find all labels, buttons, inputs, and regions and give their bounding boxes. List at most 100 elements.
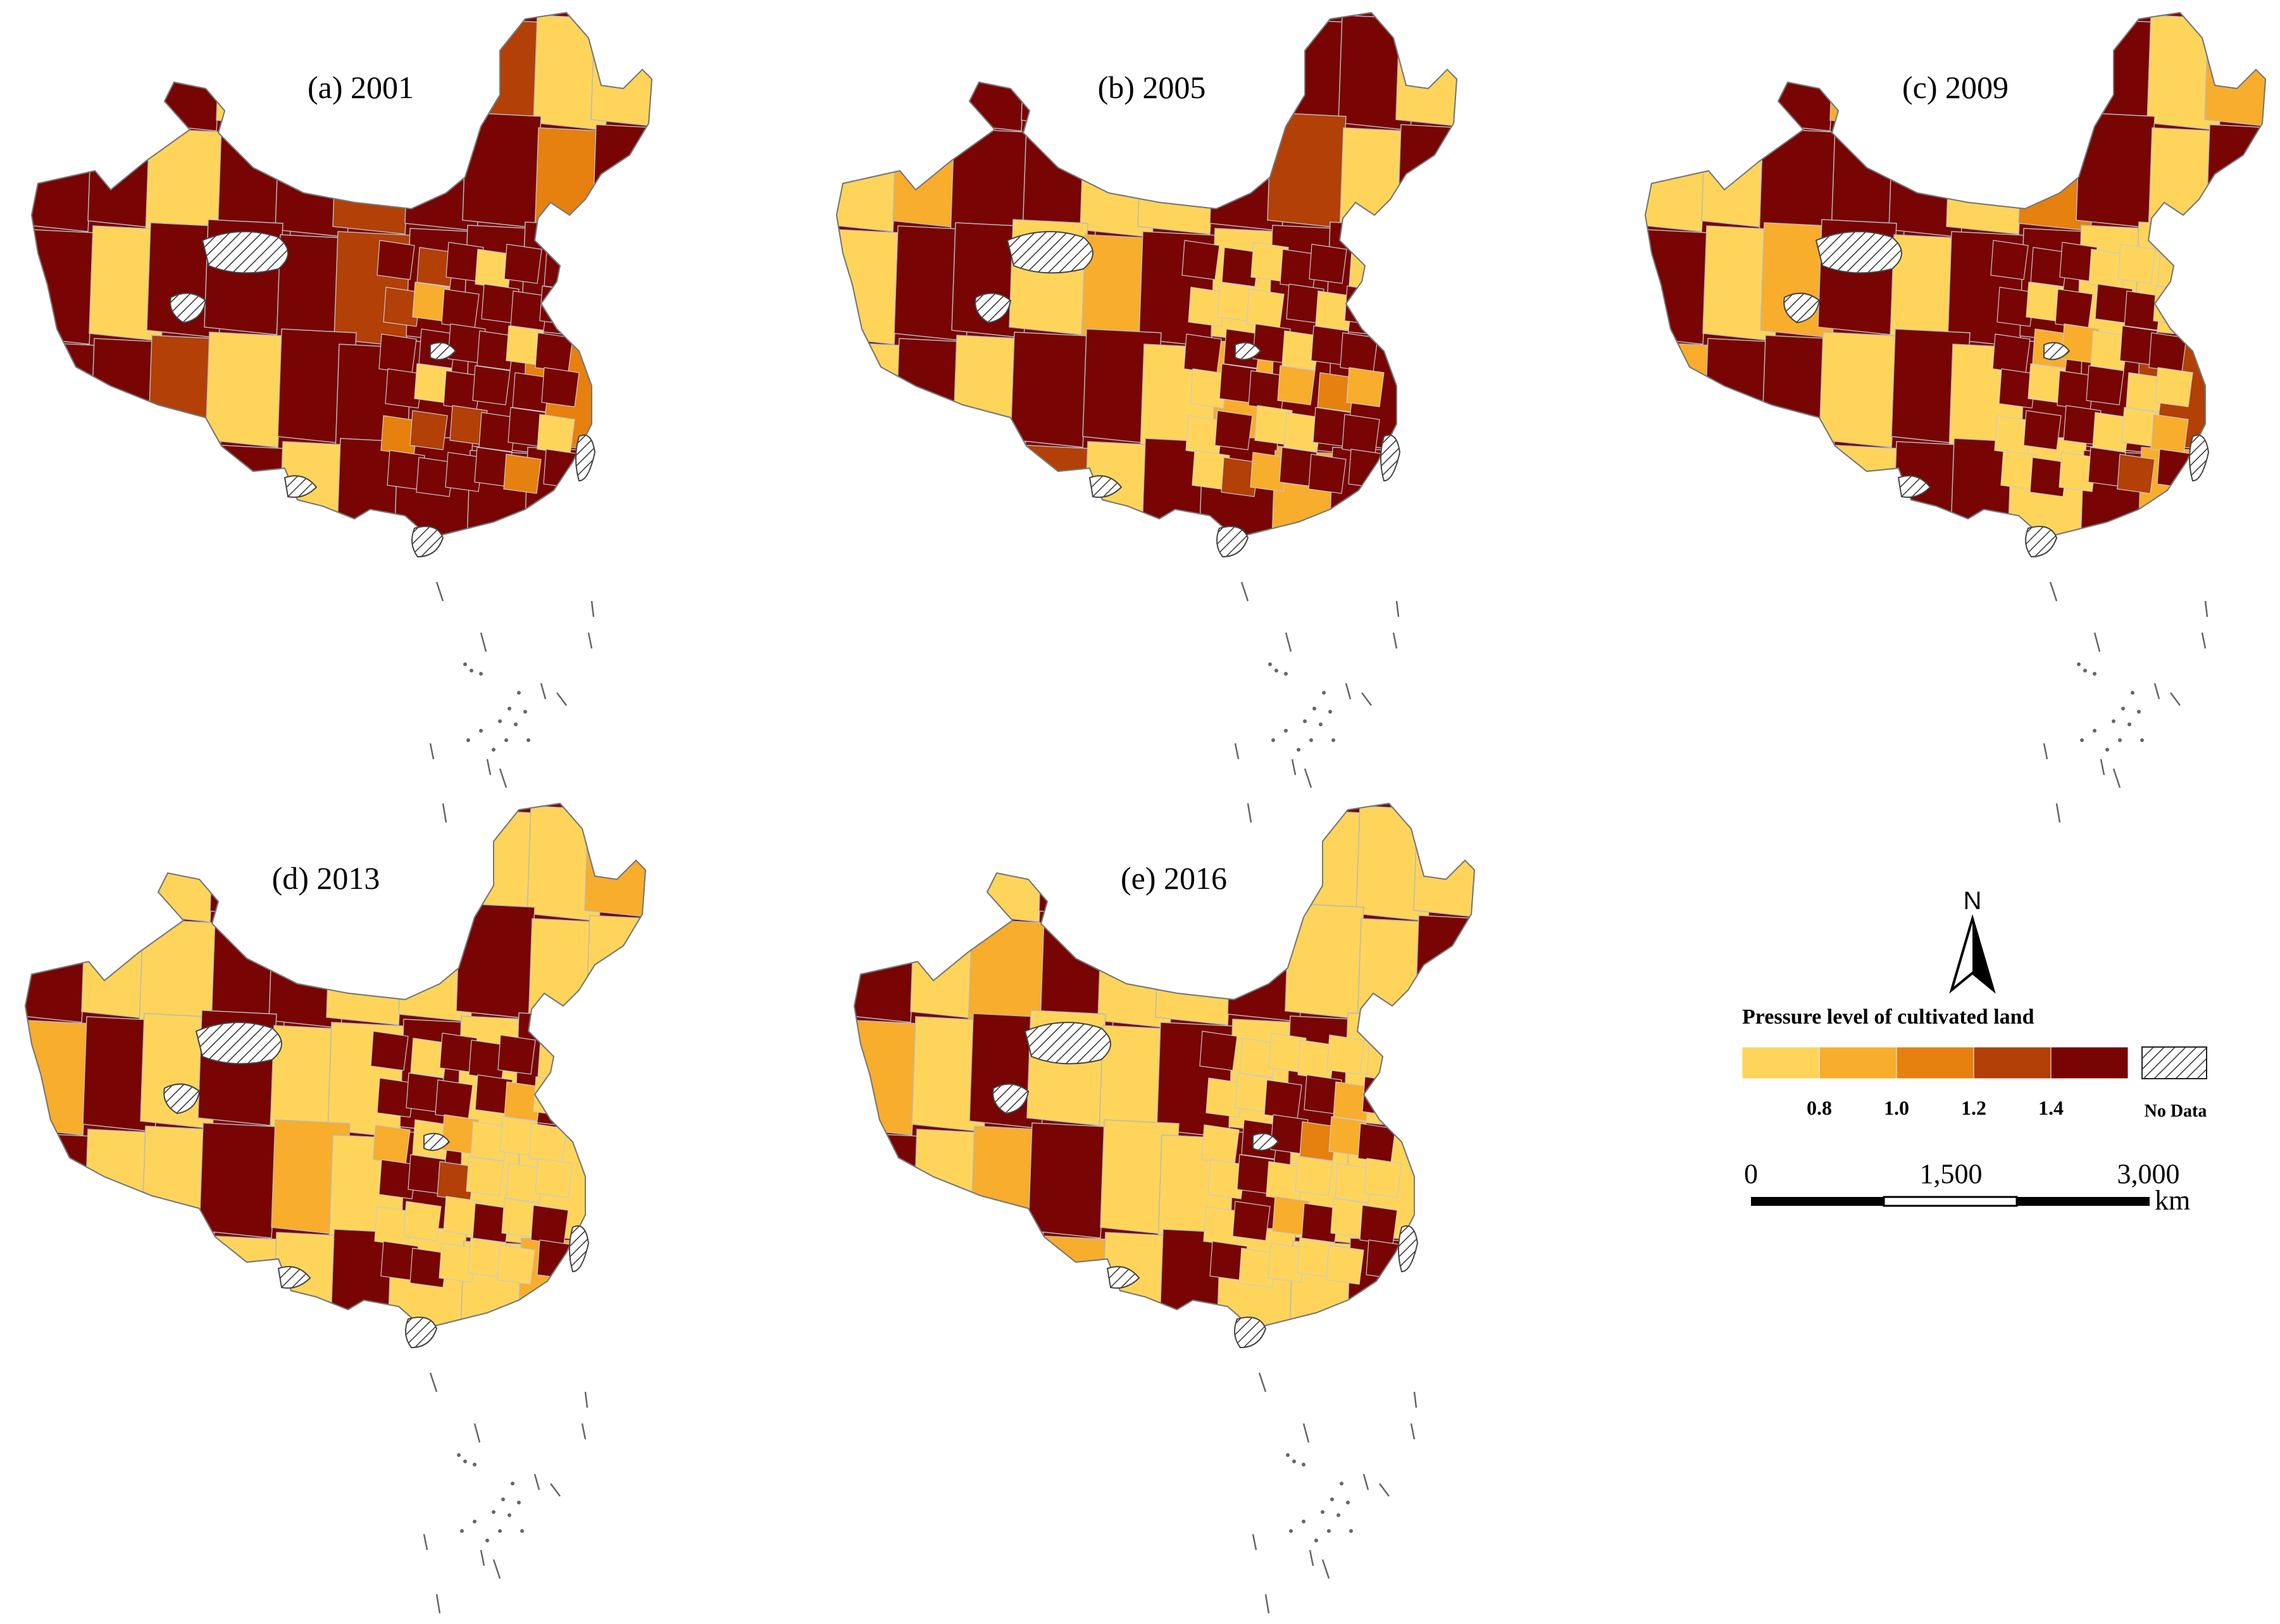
region-cell	[1038, 803, 1118, 919]
no-data-area	[569, 1225, 590, 1273]
island-dot	[463, 1460, 467, 1463]
region-cell	[533, 1076, 571, 1117]
region-cell	[594, 331, 652, 447]
region-cell	[1285, 903, 1364, 1019]
region-cell	[510, 290, 549, 331]
map-panels: (a) 2001 (b) 2005 (c) 2009 (d) 2013 (e) 2016	[24, 11, 2267, 1614]
legend: N Pressure level of cultivated land 0.8 1…	[1741, 887, 2207, 1216]
region-cell	[1309, 244, 1347, 284]
region-cell	[1239, 1038, 1278, 1078]
region-cell	[2117, 244, 2156, 284]
region-cell	[1232, 1201, 1271, 1241]
island-dash	[1309, 1549, 1314, 1566]
region-cell	[462, 112, 542, 228]
region-cell	[86, 18, 166, 135]
region-cell	[1181, 240, 1220, 280]
region-cell	[1317, 372, 1355, 412]
region-cell	[1645, 13, 1707, 120]
island-dash	[429, 743, 435, 760]
country-border	[24, 802, 647, 1330]
region-cell	[1418, 1234, 1474, 1329]
no-data-area	[163, 1083, 201, 1115]
region-cell	[2209, 443, 2265, 538]
region-cell	[837, 13, 899, 120]
island-dot	[1284, 729, 1288, 733]
region-cell	[435, 1079, 473, 1120]
scale-unit: km	[2155, 1185, 2190, 1216]
region-cell	[1399, 331, 1457, 447]
legend-swatch-4	[2050, 1046, 2129, 1079]
no-data-swatch	[2141, 1046, 2207, 1079]
island-dot	[1303, 719, 1307, 723]
island-dash	[2055, 803, 2061, 823]
island-dot	[2127, 722, 2131, 726]
island-dot	[1286, 1453, 1290, 1457]
island-dot	[508, 707, 511, 710]
region-cell	[537, 1041, 576, 1082]
island-dash	[2100, 759, 2105, 776]
region-cell	[1295, 1156, 1333, 1196]
region-cell	[1400, 443, 1457, 538]
region-cell	[403, 21, 483, 137]
region-cell	[1238, 1248, 1277, 1288]
region-cell	[1268, 1243, 1306, 1283]
island-dot	[2131, 691, 2134, 695]
region-cell	[587, 1009, 645, 1125]
region-cell	[2076, 112, 2155, 228]
region-cell	[2029, 457, 2068, 497]
region-cell	[2153, 285, 2191, 326]
island-dot	[492, 748, 495, 752]
region-cell	[539, 285, 578, 326]
island-dot	[1268, 662, 1272, 666]
island-dash	[2112, 768, 2121, 788]
region-cell	[506, 1163, 544, 1203]
region-cell	[1308, 454, 1347, 494]
region-cell	[326, 909, 406, 1026]
legend-swatch-2	[1896, 1046, 1974, 1079]
region-cell	[478, 412, 517, 452]
map-panel-2009: (c) 2009	[1644, 11, 2267, 823]
region-cell	[1283, 412, 1322, 452]
region-cell	[590, 13, 652, 128]
island-dash	[590, 600, 595, 617]
island-dash	[1395, 600, 1400, 617]
no-data-area	[1783, 292, 1821, 324]
no-data-area	[1024, 1022, 1111, 1065]
map-title-2016: (e) 2016	[1121, 860, 1227, 896]
region-cell	[273, 13, 353, 125]
region-cell	[1335, 1163, 1373, 1203]
region-cell	[2017, 21, 2096, 137]
region-cell	[409, 1248, 448, 1288]
region-cell	[377, 1077, 415, 1118]
scale-tick-1500: 1,500	[1920, 1158, 1983, 1189]
region-cell	[1416, 1009, 1474, 1125]
region-cell	[1011, 444, 1091, 538]
region-cell	[1264, 1079, 1302, 1120]
north-arrow-label: N	[1964, 887, 1982, 915]
map-title-2001: (a) 2001	[308, 70, 414, 105]
region-cell	[85, 1241, 165, 1329]
region-cell	[909, 809, 988, 926]
no-data-area	[411, 526, 444, 558]
region-cell	[377, 240, 415, 280]
legend-swatches	[1741, 1046, 2129, 1079]
region-cell	[25, 1132, 91, 1248]
no-data-area	[201, 231, 289, 274]
region-cell	[1183, 333, 1222, 374]
island-dot	[2093, 729, 2096, 733]
region-cell	[1326, 1244, 1364, 1285]
region-cell	[1762, 447, 1842, 538]
island-dash	[435, 1594, 441, 1614]
island-dot	[457, 1453, 461, 1457]
island-dash	[1362, 1473, 1369, 1491]
no-data-area	[195, 1022, 282, 1065]
region-cell	[497, 1244, 535, 1285]
region-cell	[397, 812, 477, 928]
region-cell	[383, 287, 421, 327]
region-cell	[1267, 112, 1347, 228]
legend-break-0: 0.8	[1807, 1096, 1832, 1119]
south-sea-islands	[1234, 581, 1400, 823]
region-cell	[32, 341, 97, 457]
island-dash	[1285, 632, 1292, 652]
region-cell	[585, 915, 645, 1031]
